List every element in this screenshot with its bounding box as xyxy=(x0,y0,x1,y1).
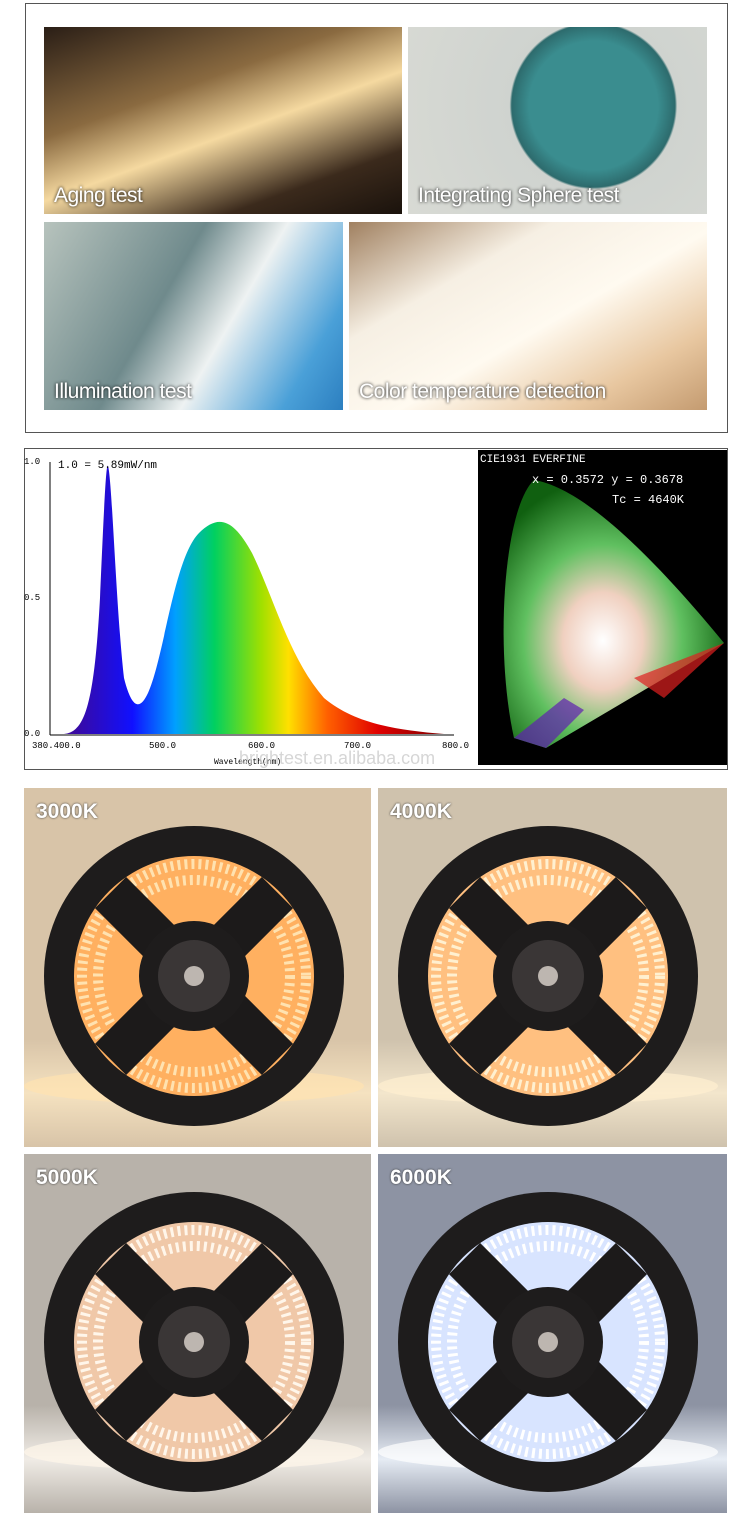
color-temp-photo: Color temperature detection xyxy=(349,222,707,410)
scale-note: 1.0 = 5.89mW/nm xyxy=(58,460,157,472)
measurement-panel xyxy=(24,448,728,770)
color-temp-label: 3000K xyxy=(36,800,98,823)
color-temp-label: 6000K xyxy=(390,1166,452,1189)
cie-coords: x = 0.3572 y = 0.3678 xyxy=(532,473,683,487)
caption: Color temperature detection xyxy=(359,380,606,403)
reel xyxy=(24,826,364,1126)
sphere-photo: Integrating Sphere test xyxy=(408,27,707,214)
reel-tile: 3000K xyxy=(24,788,371,1147)
reel xyxy=(378,826,718,1126)
watermark: brightest.en.alibaba.com xyxy=(239,748,435,768)
cie-red xyxy=(634,643,724,698)
x-label: 800.0 xyxy=(442,741,469,751)
reel xyxy=(24,1192,364,1492)
x-title: Wavelength(nm) xyxy=(214,758,281,767)
aging-photo: Aging test xyxy=(44,27,402,214)
cie-tc: Tc = 4640K xyxy=(612,493,685,507)
x-label: 500.0 xyxy=(149,741,176,751)
x-label: 380.400.0 xyxy=(32,741,81,751)
x-label: 600.0 xyxy=(248,741,275,751)
caption: Illumination test xyxy=(54,380,192,403)
caption: Aging test xyxy=(54,184,143,207)
cie-diagram xyxy=(503,480,724,748)
y-label: 0.0 xyxy=(24,729,40,739)
test-panel xyxy=(25,3,728,433)
measurement-graphics: 1.0 0.5 0.0 1.0 = 5.89mW/nm 380.400.0 50… xyxy=(24,450,727,768)
reel-tile: 4000K xyxy=(378,788,727,1147)
cie-title: CIE1931 EVERFINE xyxy=(480,454,586,466)
caption: Integrating Sphere test xyxy=(418,184,619,207)
cie-blue xyxy=(514,698,584,748)
color-temp-label: 5000K xyxy=(36,1166,98,1189)
x-label: 700.0 xyxy=(344,741,371,751)
spectrum-curve xyxy=(64,465,444,734)
y-label: 0.5 xyxy=(24,593,40,603)
reel-tile: 5000K xyxy=(24,1154,371,1513)
y-label: 1.0 xyxy=(24,457,40,467)
reel xyxy=(378,1192,718,1492)
illumination-photo: Illumination test xyxy=(44,222,343,410)
reel-tile: 6000K xyxy=(378,1154,727,1513)
color-temp-label: 4000K xyxy=(390,800,452,823)
